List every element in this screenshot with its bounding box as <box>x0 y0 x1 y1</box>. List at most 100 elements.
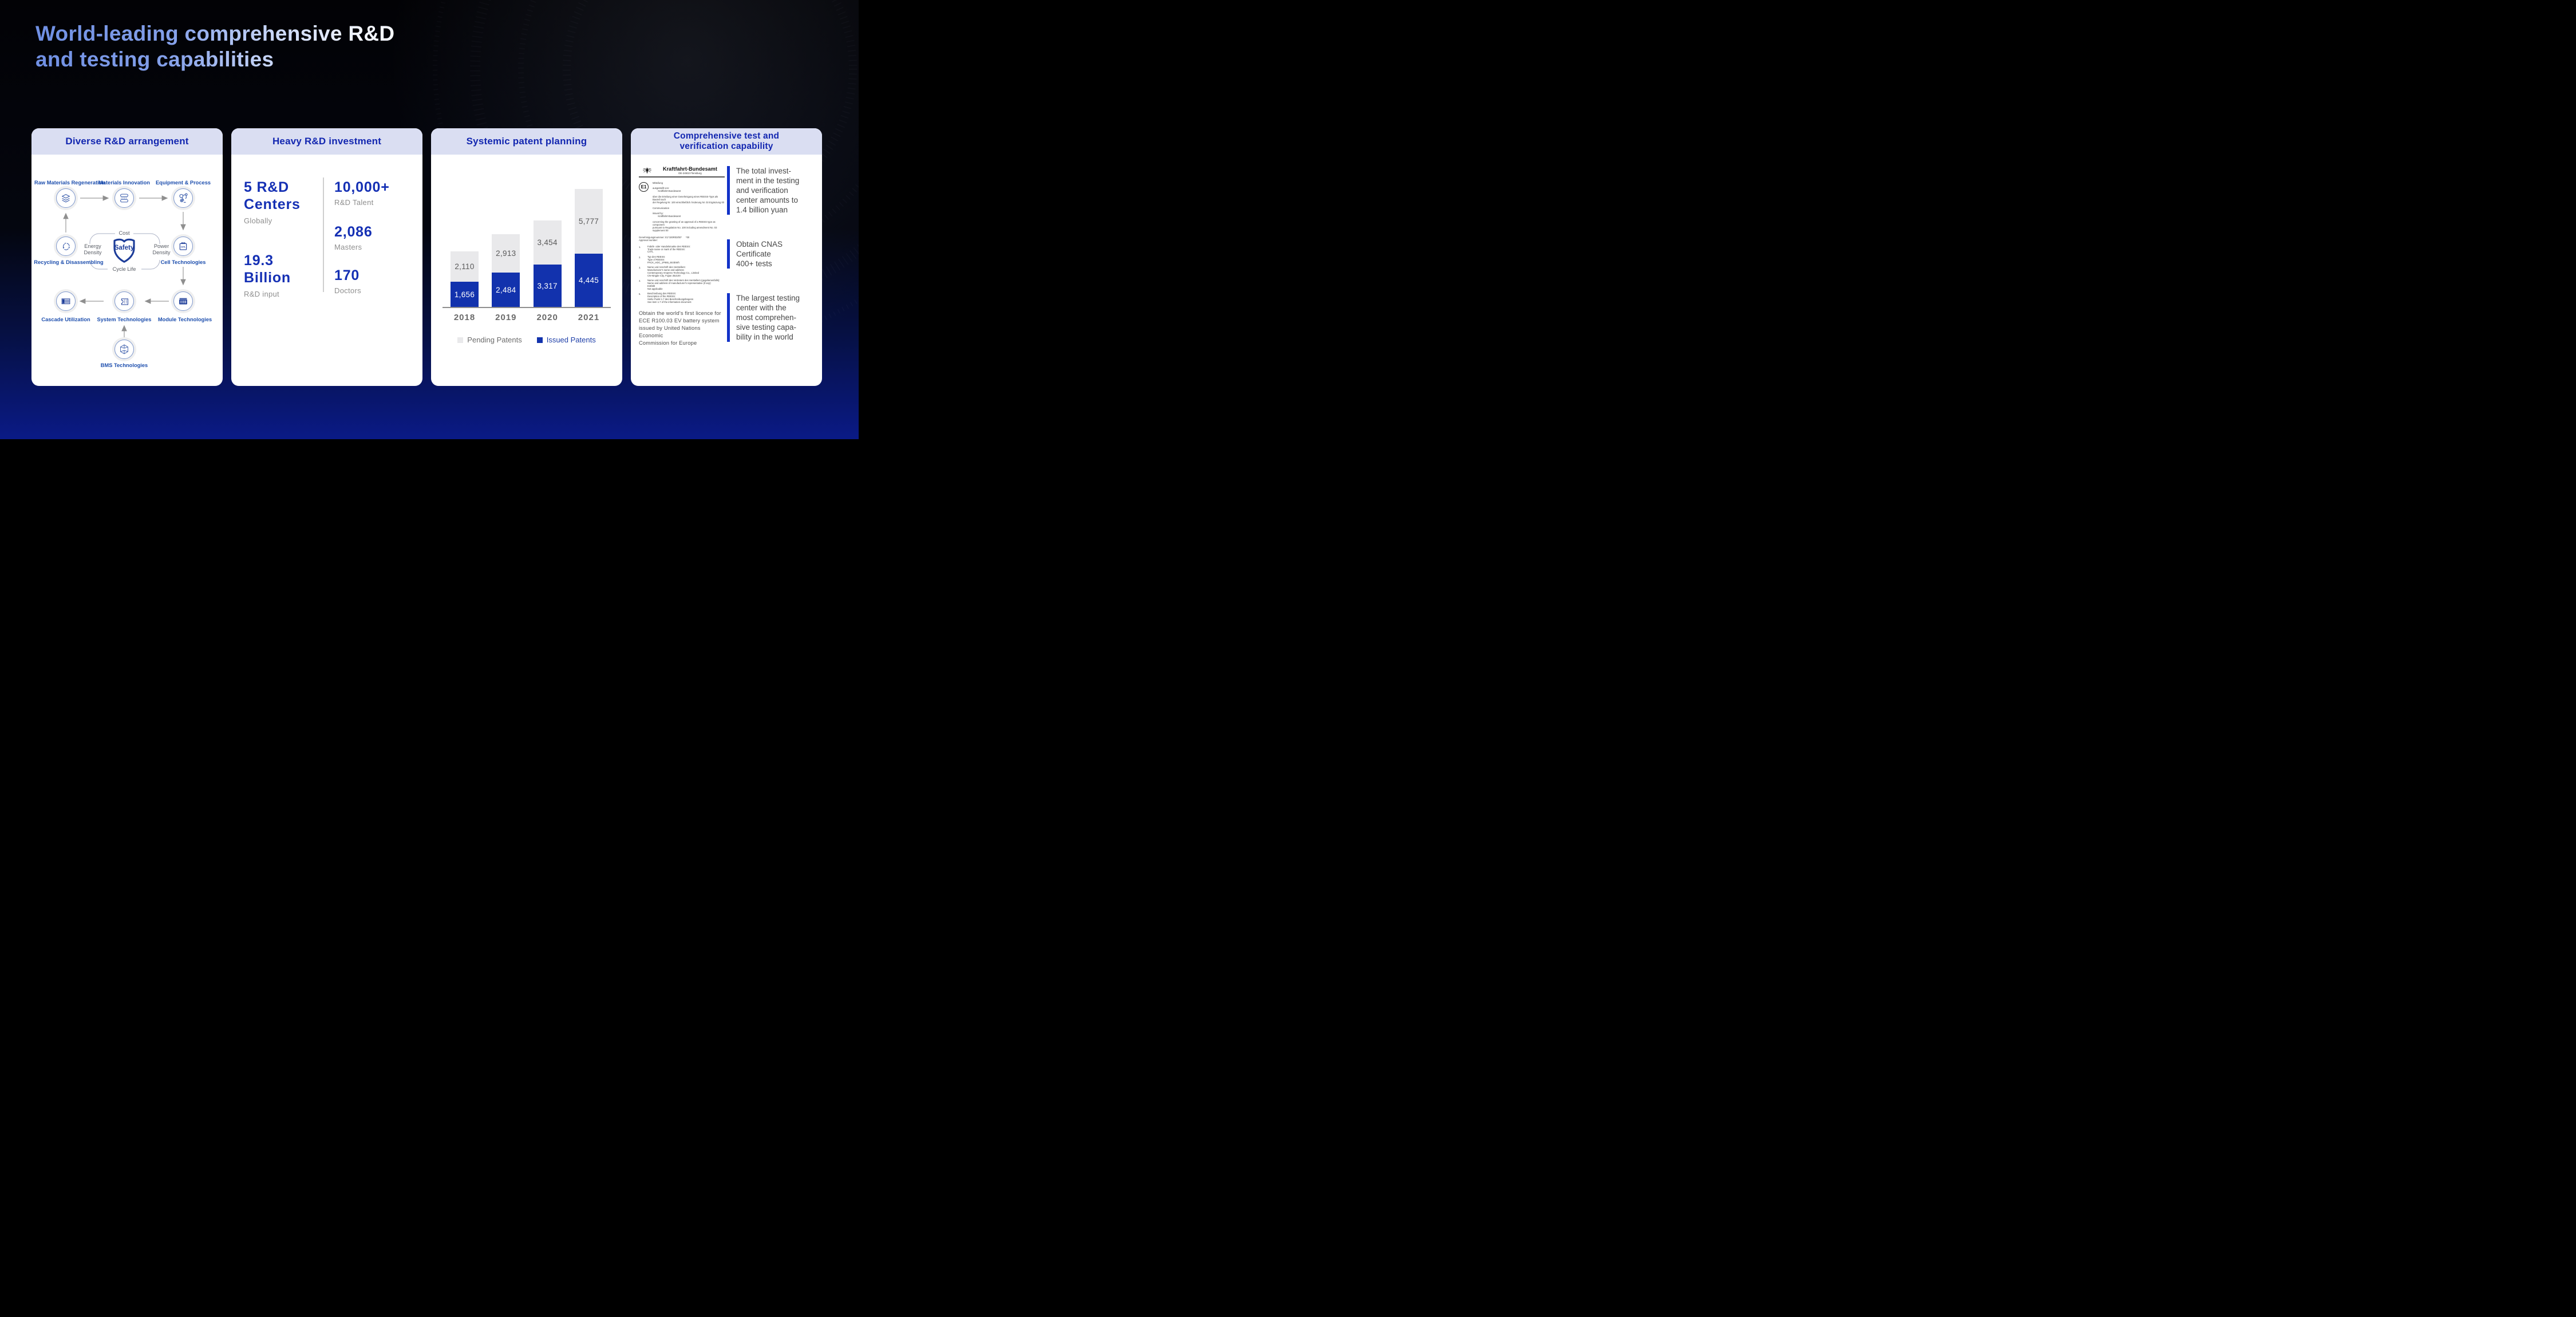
stats-divider <box>323 178 324 292</box>
cert-approval-number: Genehmigungsnummer: E1*100R03/00* *00 Ap… <box>639 235 690 242</box>
cert-item-1: 1. Fabrik- oder Handelsmarke des REESS: T… <box>639 245 725 254</box>
stat-masters: 2,086 <box>334 224 373 240</box>
card-test-verification: Comprehensive test and verification capab… <box>631 128 822 386</box>
issued-segment-2020: 3,317 <box>533 265 562 307</box>
cert-item-text: Name und Anschrift des Vertreters des He… <box>647 279 720 290</box>
card-rd-investment: Heavy R&D investment 5 R&D Centers Globa… <box>231 128 422 386</box>
recycle-icon <box>54 234 78 258</box>
patent-chart-plot: 2,110 1,656 2,913 2,484 3,454 3,317 5,777 4,445 <box>442 155 611 308</box>
cert-body-text: Mitteilung ausgestellt von: Kraftfahrt-B… <box>653 181 725 232</box>
e1-mark: E1 <box>639 182 649 192</box>
node-label-bms: BMS Technologies <box>100 362 148 368</box>
card-patent-planning: Systemic patent planning 2,110 1,656 2,913… <box>431 128 622 386</box>
cert-item-num: 4. <box>639 279 641 283</box>
node-label-module-tech: Module Technologies <box>157 317 212 322</box>
issued-segment-2018: 1,656 <box>451 282 479 307</box>
test-bullet-3: The largest testing center with the most… <box>727 293 821 342</box>
card-patent-planning-title: Systemic patent planning <box>431 128 622 155</box>
legend-item-pending: Pending Patents <box>457 336 522 344</box>
card-test-verification-title: Comprehensive test and verification capab… <box>631 128 822 155</box>
cert-item-3: 3. Name und Anschrift des Herstellers: Ma… <box>639 266 725 278</box>
stat-rd-input-caption: R&D input <box>244 290 279 298</box>
cert-authority-sub: DE-24932 Flensburg <box>678 172 702 175</box>
system-pack-icon <box>112 289 136 313</box>
cascade-utilization-icon <box>54 289 78 313</box>
stat-doctors: 170 <box>334 267 360 283</box>
bms-cube-icon <box>112 337 136 361</box>
module-battery-icon <box>171 289 195 313</box>
layers-icon <box>54 186 78 210</box>
bar-group-2021: 5,777 4,445 <box>574 189 603 307</box>
issued-swatch <box>536 337 543 343</box>
robot-arm-icon <box>171 186 195 210</box>
shield-label-cycle-life: Cycle Life <box>108 266 141 273</box>
test-bullet-2: Obtain CNAS Certificate 400+ tests <box>727 239 821 269</box>
cert-rule <box>639 176 725 178</box>
card-rd-arrangement-title: Diverse R&D arrangement <box>31 128 223 155</box>
year-label-2020: 2020 <box>536 313 558 322</box>
shield-label-cost: Cost <box>116 230 133 236</box>
cert-item-text: Typ des REESS: Type of REESS: PACK_HDC_1… <box>647 255 679 264</box>
cert-item-num: 5. <box>639 293 641 296</box>
stat-rd-input: 19.3 Billion <box>244 253 291 286</box>
patent-chart-years: 2018 2019 2020 2021 <box>442 313 611 322</box>
node-label-equipment-process: Equipment & Process <box>155 180 211 186</box>
stat-rd-centers-caption: Globally <box>244 216 272 225</box>
bullet-list: The total invest- ment in the testing an… <box>727 166 821 342</box>
cert-caption: Obtain the world's first licence for ECE… <box>639 310 721 346</box>
node-label-raw-materials: Raw Materials Regeneration <box>34 180 105 186</box>
issued-segment-2019: 2,484 <box>492 273 520 307</box>
stat-doctors-caption: Doctors <box>334 286 361 295</box>
test-bullet-1: The total invest- ment in the testing an… <box>727 166 821 215</box>
cert-item-4: 4. Name und Anschrift des Vertreters des … <box>639 279 725 291</box>
kba-certificate: Kraftfahrt-Bundesamt DE-24932 Flensburg … <box>639 166 725 304</box>
page-title: World-leading comprehensive R&D and test… <box>35 21 394 72</box>
stat-rd-talent: 10,000+ <box>334 179 390 195</box>
svg-text:CATL: CATL <box>181 246 186 248</box>
cell-battery-icon: CATL <box>171 234 195 258</box>
node-label-cascade: Cascade Utilization <box>41 317 90 322</box>
shield-label: Safety <box>114 245 135 251</box>
pending-segment-2021: 5,777 <box>574 189 603 254</box>
shield-label-energy-density: Energy Density <box>84 243 102 255</box>
stat-rd-talent-caption: R&D Talent <box>334 198 374 207</box>
year-label-2021: 2021 <box>578 313 600 322</box>
node-label-cell-tech: Cell Technologies <box>160 259 206 265</box>
cert-item-text: Beschreibung des REESS: Description of t… <box>647 292 694 304</box>
legend-issued-label: Issued Patents <box>546 336 596 344</box>
pending-swatch <box>457 337 464 343</box>
bar-group-2018: 2,110 1,656 <box>451 251 479 307</box>
cert-item-text: Fabrik- oder Handelsmarke des REESS: Tra… <box>647 245 691 254</box>
bar-group-2019: 2,913 2,484 <box>492 234 520 307</box>
issued-segment-2021: 4,445 <box>574 254 603 307</box>
pending-segment-2020: 3,454 <box>533 220 562 265</box>
cert-authority: Kraftfahrt-Bundesamt <box>662 166 717 172</box>
patent-chart-legend: Pending Patents Issued Patents <box>431 336 622 344</box>
year-label-2018: 2018 <box>453 313 476 322</box>
cert-item-num: 2. <box>639 255 641 259</box>
legend-pending-label: Pending Patents <box>467 336 522 344</box>
shield-bracket <box>89 233 160 270</box>
node-label-materials-innovation: Materials Innovation <box>98 180 150 186</box>
cert-item-list: 1. Fabrik- oder Handelsmarke des REESS: T… <box>639 245 725 304</box>
legend-item-issued: Issued Patents <box>536 336 596 344</box>
diagram-arrows <box>63 195 186 339</box>
shield-label-power-density: Power Density <box>152 243 171 255</box>
materials-layers-icon <box>112 186 136 210</box>
node-label-system-tech: System Technologies <box>97 317 152 322</box>
bar-group-2020: 3,454 3,317 <box>533 220 562 307</box>
page-title-line1: World-leading comprehensive R&D <box>35 22 395 45</box>
node-label-recycling: Recycling & Disassembling <box>34 259 104 265</box>
cert-item-text: Name und Anschrift des Herstellers: Manu… <box>647 266 699 277</box>
year-label-2019: 2019 <box>495 313 517 322</box>
slide-canvas: World-leading comprehensive R&D and test… <box>0 0 859 439</box>
pending-segment-2019: 2,913 <box>492 234 520 273</box>
cert-item-num: 1. <box>639 245 641 249</box>
stat-rd-centers: 5 R&D Centers <box>244 179 301 212</box>
card-rd-investment-title: Heavy R&D investment <box>231 128 422 155</box>
safety-shield-icon: Safety <box>112 237 137 263</box>
page-title-line2: and testing capabilities <box>35 48 274 72</box>
pending-segment-2018: 2,110 <box>451 251 479 282</box>
rd-flow-diagram: Raw Materials Regeneration Materials Inn… <box>31 155 223 386</box>
cert-item-2: 2. Typ des REESS: Type of REESS: PACK_HDC… <box>639 255 725 265</box>
